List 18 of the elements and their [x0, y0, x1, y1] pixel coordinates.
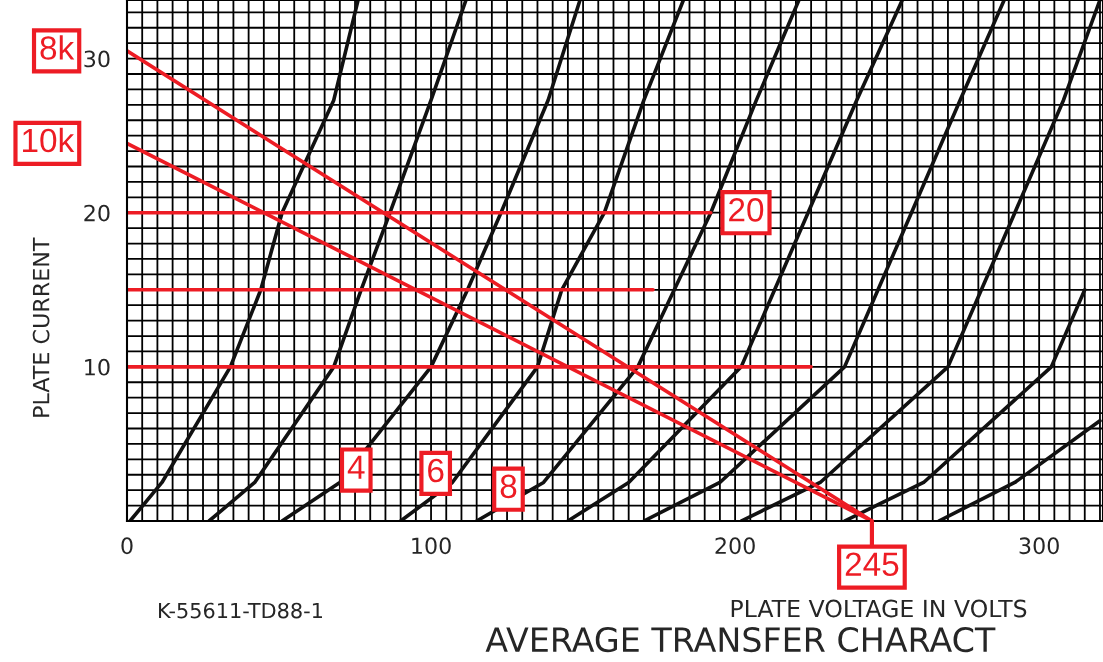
annotation: 4 [347, 455, 365, 479]
annotation: 8k [40, 35, 75, 60]
x-tick-label: 0 [121, 537, 133, 555]
x-tick-label: 200 [715, 537, 755, 555]
annotation: 10k [23, 127, 75, 153]
text: K-55611-TD88-1 [159, 602, 322, 619]
text: AVERAGE TRANSFER CHARACT [485, 627, 996, 653]
annotation: 245 [845, 552, 899, 577]
y-axis-title: PLATE CURRENT [32, 237, 50, 417]
y-tick-label: 10 [85, 358, 110, 376]
y-tick-label: 20 [84, 204, 110, 222]
x-axis-title: PLATE VOLTAGE IN VOLTS [731, 599, 1027, 618]
annotation: 6 [428, 458, 444, 483]
y-tick-label: 30 [84, 50, 110, 68]
x-tick-label: 100 [412, 537, 451, 555]
annotation: 8 [500, 474, 517, 499]
x-tick-label: 300 [1019, 537, 1059, 555]
annotation: 20 [729, 198, 764, 222]
